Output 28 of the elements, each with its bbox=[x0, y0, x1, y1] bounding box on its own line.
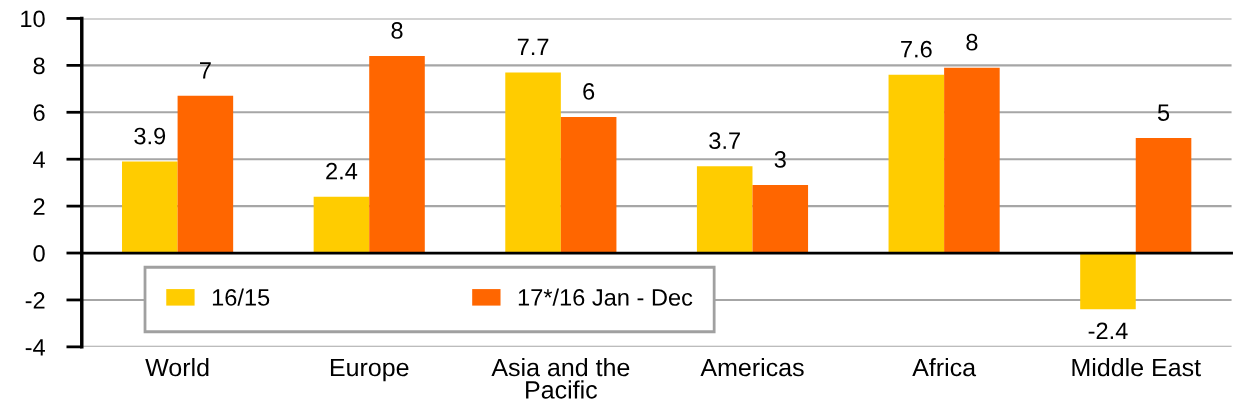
data-label: 5 bbox=[1157, 104, 1170, 121]
data-label: 7.6 bbox=[901, 40, 932, 58]
y-tick-label: -4 bbox=[25, 339, 45, 356]
data-label: 3.7 bbox=[709, 132, 740, 150]
x-tick-label: World bbox=[145, 357, 209, 377]
y-tick-label: 8 bbox=[33, 57, 45, 75]
data-label: -2.4 bbox=[1088, 322, 1128, 339]
y-tick-label: 6 bbox=[33, 104, 45, 122]
legend-label: 16/15 bbox=[212, 288, 270, 306]
x-tick-label: Americas bbox=[700, 357, 804, 377]
x-tick-label: Africa bbox=[912, 357, 977, 377]
data-label: 3 bbox=[774, 151, 786, 168]
data-label: 8 bbox=[391, 22, 403, 39]
data-label: 2.4 bbox=[326, 162, 358, 180]
data-label: 8 bbox=[966, 33, 978, 51]
data-label: 3.9 bbox=[134, 127, 166, 145]
y-tick-label: 10 bbox=[21, 10, 45, 28]
x-tick-label: Europe bbox=[330, 358, 409, 382]
y-tick-label: -2 bbox=[25, 292, 45, 309]
x-tick-label: Asia and the Pacific bbox=[491, 357, 630, 399]
data-label: 7.7 bbox=[517, 38, 549, 55]
legend-label: 17*/16 Jan - Dec bbox=[518, 288, 693, 306]
y-tick-label: 2 bbox=[33, 198, 45, 215]
data-label: 6 bbox=[583, 83, 595, 100]
y-tick-label: 4 bbox=[33, 151, 45, 168]
x-tick-label: Middle East bbox=[1072, 357, 1201, 377]
data-label: 7 bbox=[200, 62, 211, 79]
y-tick-label: 0 bbox=[33, 245, 45, 262]
